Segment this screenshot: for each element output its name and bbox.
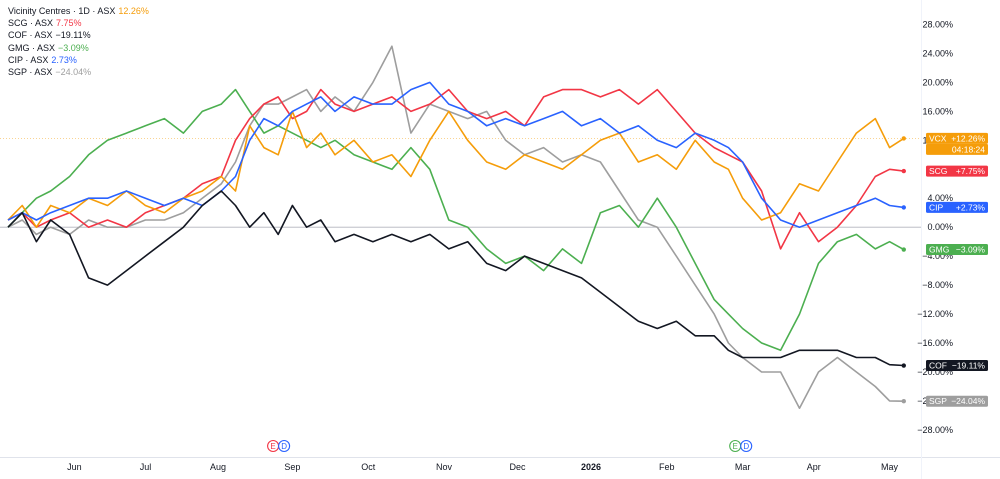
y-tick-label: 24.00% <box>922 48 953 58</box>
dividend-marker[interactable]: D <box>278 439 291 453</box>
badge-background <box>926 201 988 213</box>
badge-label: GMG <box>929 245 949 255</box>
badge-label: COF <box>929 361 947 371</box>
legend-item-cof[interactable]: COF · ASX −19.11% <box>8 29 149 41</box>
badge-value: −19.11% <box>952 361 986 371</box>
legend-item-cip[interactable]: CIP · ASX 2.73% <box>8 54 149 66</box>
x-tick-label: 2026 <box>581 462 601 472</box>
y-tick-label: 28.00% <box>922 19 953 29</box>
legend-item-scg[interactable]: SCG · ASX 7.75% <box>8 17 149 29</box>
marker-letter: D <box>743 442 749 451</box>
badge-extra-background <box>926 143 988 155</box>
series-end-point-gmg <box>901 247 906 252</box>
legend: Vicinity Centres · 1D · ASX 12.26% SCG · … <box>8 5 149 78</box>
legend-symbol: Vicinity Centres · 1D · ASX <box>8 6 116 16</box>
series-end-point-scg <box>901 168 906 174</box>
series-line-vcx <box>7 110 905 228</box>
badge-label: SGP <box>929 396 947 406</box>
badge-cof: COF −19.11% <box>926 360 988 372</box>
y-tick-label: 0.00% <box>927 222 953 232</box>
badge-label: SCG <box>929 166 947 176</box>
y-axis: 28.00%24.00%20.00%16.00%12.00%8.00%4.00%… <box>917 19 953 434</box>
x-axis: Jun Jul Aug Sep Oct Nov Dec 2026 Feb Mar Apr May <box>67 462 898 472</box>
series-lines <box>7 45 906 409</box>
x-tick-label: May <box>881 462 899 472</box>
series-line-cip <box>7 81 904 228</box>
last-value-badges: VCX +12.26%04:18:24 SCG +7.75% COF −19.11% GMG… <box>926 132 988 407</box>
x-tick-label: Dec <box>509 462 526 472</box>
legend-change: −19.11% <box>55 30 91 41</box>
badge-background <box>926 360 988 372</box>
series-end-point-cof <box>901 363 906 368</box>
badge-value: +2.73% <box>956 202 986 212</box>
badge-value: +7.75% <box>956 166 986 176</box>
badge-sgp: SGP −24.04% <box>926 395 988 407</box>
legend-symbol: GMG · ASX <box>8 42 56 53</box>
badge-background <box>926 165 988 177</box>
x-tick-label: Apr <box>807 462 821 472</box>
legend-item-vcx[interactable]: Vicinity Centres · 1D · ASX 12.26% <box>8 5 149 17</box>
legend-change: −24.04% <box>55 67 92 78</box>
y-tick-label: −28.00% <box>917 425 953 435</box>
marker-circle <box>278 439 291 453</box>
badge-label: CIP <box>929 202 944 212</box>
badge-value: +12.26% <box>951 133 985 143</box>
badge-background <box>926 132 988 144</box>
x-tick-label: Oct <box>361 462 376 472</box>
legend-item-gmg[interactable]: GMG · ASX −3.09% <box>8 42 149 54</box>
y-tick-label: −12.00% <box>917 309 953 319</box>
y-tick-label: −8.00% <box>922 280 953 290</box>
legend-symbol: SCG · ASX <box>8 18 54 29</box>
x-tick-label: Feb <box>659 462 675 472</box>
legend-change: 12.26% <box>118 6 149 16</box>
y-tick-label: 4.00% <box>927 193 953 203</box>
series-line-sgp <box>7 45 904 409</box>
series-end-point-sgp <box>901 399 906 404</box>
dividend-marker[interactable]: D <box>740 439 753 453</box>
legend-symbol: COF · ASX <box>8 30 53 41</box>
marker-circle <box>740 439 753 453</box>
y-tick-label: −4.00% <box>922 251 953 261</box>
badge-value: −3.09% <box>956 245 986 255</box>
legend-change: 7.75% <box>56 18 82 29</box>
badge-gmg: GMG −3.09% <box>926 244 988 256</box>
series-line-cof <box>7 190 904 367</box>
badge-background <box>926 395 988 407</box>
legend-change: 2.73% <box>51 54 77 65</box>
legend-symbol: CIP · ASX <box>8 54 49 65</box>
y-tick-label: −16.00% <box>917 338 953 348</box>
earnings-marker[interactable]: E <box>267 439 280 453</box>
series-end-point-cip <box>901 205 906 210</box>
badge-extra: 04:18:24 <box>952 144 985 154</box>
x-tick-label: Sep <box>284 462 300 472</box>
earnings-marker[interactable]: E <box>729 439 742 453</box>
marker-letter: E <box>270 442 275 451</box>
marker-letter: D <box>281 442 287 451</box>
badge-scg: SCG +7.75% <box>926 165 988 177</box>
badge-background <box>926 244 988 256</box>
series-end-point-vcx <box>901 136 906 141</box>
x-tick-label: Mar <box>735 462 751 472</box>
y-tick-label: 16.00% <box>922 106 953 116</box>
x-tick-label: Nov <box>436 462 453 472</box>
badge-label: VCX <box>929 133 947 143</box>
y-tick-label: 20.00% <box>922 77 953 87</box>
x-tick-label: Jul <box>140 462 152 472</box>
badge-cip: CIP +2.73% <box>926 201 988 213</box>
badge-vcx: VCX +12.26%04:18:24 <box>926 132 988 155</box>
marker-letter: E <box>733 442 738 451</box>
x-tick-label: Jun <box>67 462 82 472</box>
legend-symbol: SGP · ASX <box>8 67 53 78</box>
badge-value: −24.04% <box>951 396 985 406</box>
legend-change: −3.09% <box>58 42 89 53</box>
legend-item-sgp[interactable]: SGP · ASX −24.04% <box>8 66 149 78</box>
x-tick-label: Aug <box>210 462 226 472</box>
series-line-gmg <box>7 88 905 352</box>
y-tick-label: −20.00% <box>917 367 953 377</box>
